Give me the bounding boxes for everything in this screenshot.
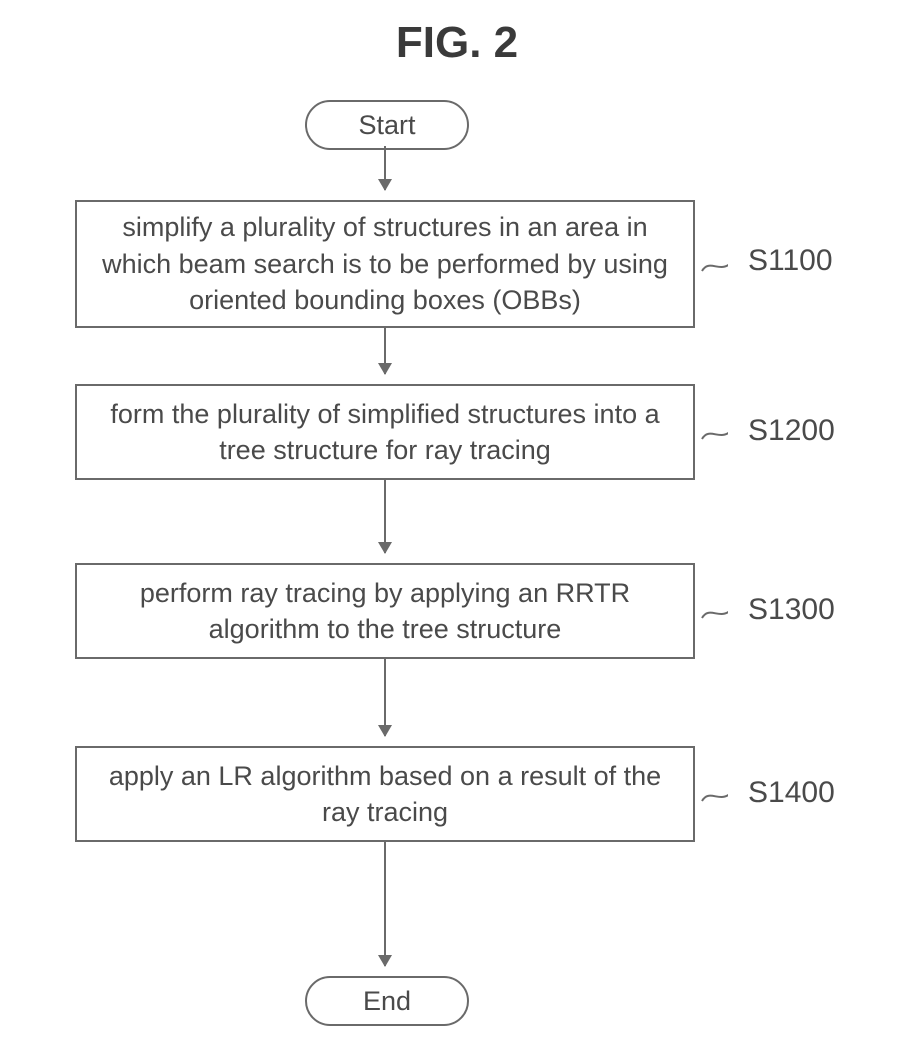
step-id-label: S1200 [748, 414, 835, 448]
flow-arrow [384, 842, 386, 966]
flow-arrow [384, 480, 386, 553]
flow-arrow [384, 146, 386, 190]
label-connector [700, 596, 728, 626]
process-step-text: apply an LR algorithm based on a result … [91, 758, 679, 831]
terminator-end-label: End [363, 986, 411, 1017]
process-step: simplify a plurality of structures in an… [75, 200, 695, 328]
process-step-text: simplify a plurality of structures in an… [91, 209, 679, 318]
step-id-label: S1300 [748, 593, 835, 627]
label-connector [700, 249, 728, 279]
terminator-end: End [305, 976, 469, 1026]
label-connector [700, 417, 728, 447]
flow-arrow [384, 659, 386, 736]
process-step-text: form the plurality of simplified structu… [91, 396, 679, 469]
flow-arrow [384, 328, 386, 374]
step-id-label: S1100 [748, 244, 833, 278]
process-step: form the plurality of simplified structu… [75, 384, 695, 480]
process-step-text: perform ray tracing by applying an RRTR … [91, 575, 679, 648]
flowchart-canvas: FIG. 2 Start End simplify a plurality of… [0, 0, 914, 1052]
process-step: perform ray tracing by applying an RRTR … [75, 563, 695, 659]
process-step: apply an LR algorithm based on a result … [75, 746, 695, 842]
terminator-start-label: Start [358, 110, 415, 141]
label-connector [700, 779, 728, 809]
step-id-label: S1400 [748, 776, 835, 810]
terminator-start: Start [305, 100, 469, 150]
figure-title: FIG. 2 [0, 18, 914, 68]
